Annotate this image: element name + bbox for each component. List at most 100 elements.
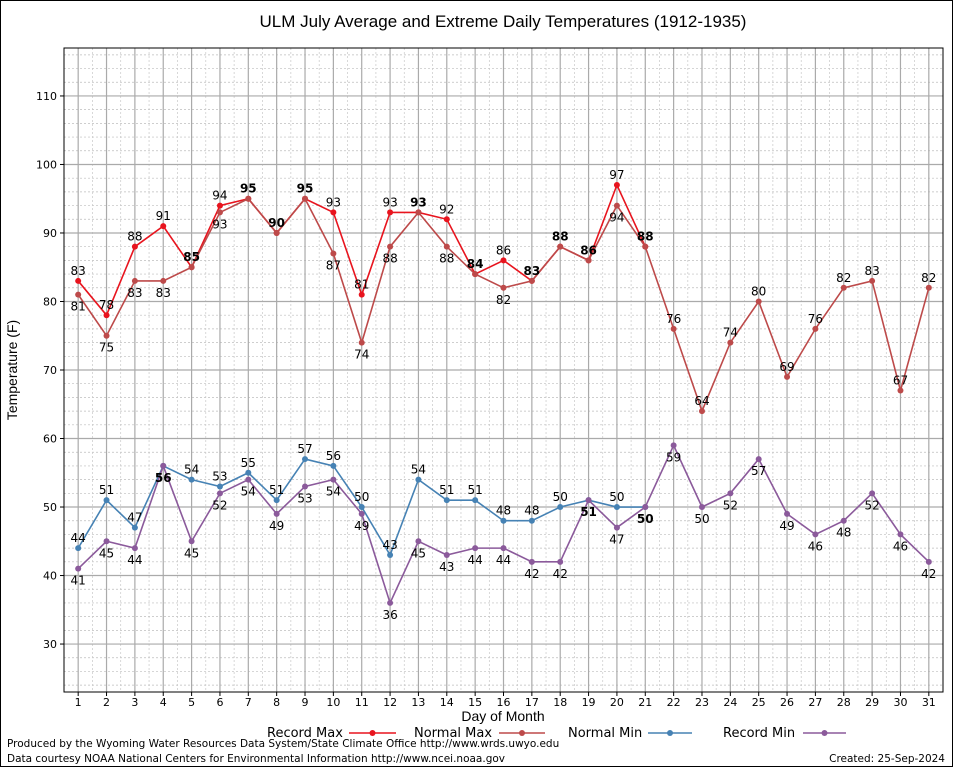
data-point <box>557 558 564 565</box>
data-label: 51 <box>269 483 284 497</box>
data-label: 93 <box>212 217 227 231</box>
data-point <box>500 257 507 264</box>
data-label: 56 <box>326 449 341 463</box>
legend: Record Max Normal Max Normal Min Record Min <box>267 726 846 741</box>
x-tick-label: 18 <box>553 696 567 709</box>
data-label: 91 <box>156 209 171 223</box>
data-label: 75 <box>99 341 114 355</box>
y-tick-label: 80 <box>43 295 57 308</box>
data-label: 49 <box>779 519 794 533</box>
legend-marker <box>821 730 828 736</box>
data-label: 54 <box>241 485 256 499</box>
data-label: 94 <box>212 189 227 203</box>
data-point <box>387 551 394 558</box>
data-point <box>188 264 195 271</box>
data-point <box>330 462 337 469</box>
data-point <box>75 565 82 572</box>
data-point <box>528 517 535 524</box>
data-label: 45 <box>184 546 199 560</box>
data-point <box>245 469 252 476</box>
data-label: 41 <box>71 574 86 588</box>
data-point <box>897 387 904 394</box>
data-label-layer: 83 78 88 91 85 94 95 90 95 93 81 93 93 92 84 86 83 88 86 97… <box>71 168 937 622</box>
data-label: 80 <box>751 284 766 298</box>
data-point <box>869 490 876 497</box>
data-label: 55 <box>241 456 256 470</box>
data-point <box>698 408 705 415</box>
x-tick-label: 20 <box>610 696 624 709</box>
x-tick-label: 6 <box>216 696 223 709</box>
x-tick-label: 17 <box>525 696 539 709</box>
data-point <box>160 223 167 230</box>
data-label: 74 <box>354 348 369 362</box>
data-label: 94 <box>609 211 624 225</box>
x-tick-label: 4 <box>160 696 167 709</box>
data-label: 88 <box>552 230 569 244</box>
data-point <box>131 277 138 284</box>
major-grid <box>64 48 943 692</box>
data-label: 51 <box>99 483 114 497</box>
data-point <box>500 545 507 552</box>
data-point <box>358 504 365 511</box>
data-label: 51 <box>468 483 483 497</box>
data-point <box>755 298 762 305</box>
data-point <box>131 545 138 552</box>
data-point <box>302 456 309 463</box>
data-point <box>330 209 337 216</box>
data-label: 93 <box>410 195 427 209</box>
data-label: 45 <box>99 546 114 560</box>
data-point <box>103 497 110 504</box>
data-label: 67 <box>893 374 908 388</box>
x-tick-label: 15 <box>468 696 482 709</box>
data-label: 51 <box>580 505 597 519</box>
data-label: 53 <box>297 491 312 505</box>
data-point <box>897 531 904 538</box>
data-point <box>443 551 450 558</box>
data-point <box>840 284 847 291</box>
data-point <box>387 243 394 250</box>
data-point <box>103 538 110 545</box>
x-tick-label: 31 <box>922 696 936 709</box>
y-tick-label: 70 <box>43 364 57 377</box>
x-tick-label: 23 <box>695 696 709 709</box>
x-tick-label: 9 <box>302 696 309 709</box>
data-label: 81 <box>354 278 369 292</box>
data-label: 95 <box>297 182 314 196</box>
series-layer <box>75 182 932 606</box>
data-point <box>131 243 138 250</box>
data-label: 44 <box>127 553 142 567</box>
data-label: 88 <box>637 230 654 244</box>
data-label: 83 <box>71 264 86 278</box>
data-label: 51 <box>439 483 454 497</box>
data-point <box>727 490 734 497</box>
data-point <box>869 277 876 284</box>
data-point <box>330 476 337 483</box>
data-label: 42 <box>553 567 568 581</box>
data-label: 88 <box>127 230 142 244</box>
x-tick-label: 14 <box>440 696 454 709</box>
data-point <box>613 182 620 189</box>
x-tick-label: 21 <box>638 696 652 709</box>
data-point <box>415 538 422 545</box>
data-point <box>103 332 110 339</box>
y-tick-label: 50 <box>43 501 57 514</box>
data-label: 78 <box>99 298 114 312</box>
data-point <box>358 339 365 346</box>
data-point <box>472 545 479 552</box>
data-point <box>245 195 252 202</box>
data-label: 49 <box>269 519 284 533</box>
x-axis-label: Day of Month <box>461 708 544 724</box>
x-tick-label: 27 <box>808 696 822 709</box>
data-label: 43 <box>382 538 397 552</box>
data-point <box>273 229 280 236</box>
data-label: 50 <box>553 490 568 504</box>
data-point <box>755 456 762 463</box>
data-point <box>472 271 479 278</box>
data-label: 50 <box>609 490 624 504</box>
data-label: 82 <box>921 271 936 285</box>
data-label: 83 <box>864 264 879 278</box>
data-label: 83 <box>524 264 541 278</box>
data-label: 74 <box>723 326 738 340</box>
y-tick-label: 60 <box>43 433 57 446</box>
